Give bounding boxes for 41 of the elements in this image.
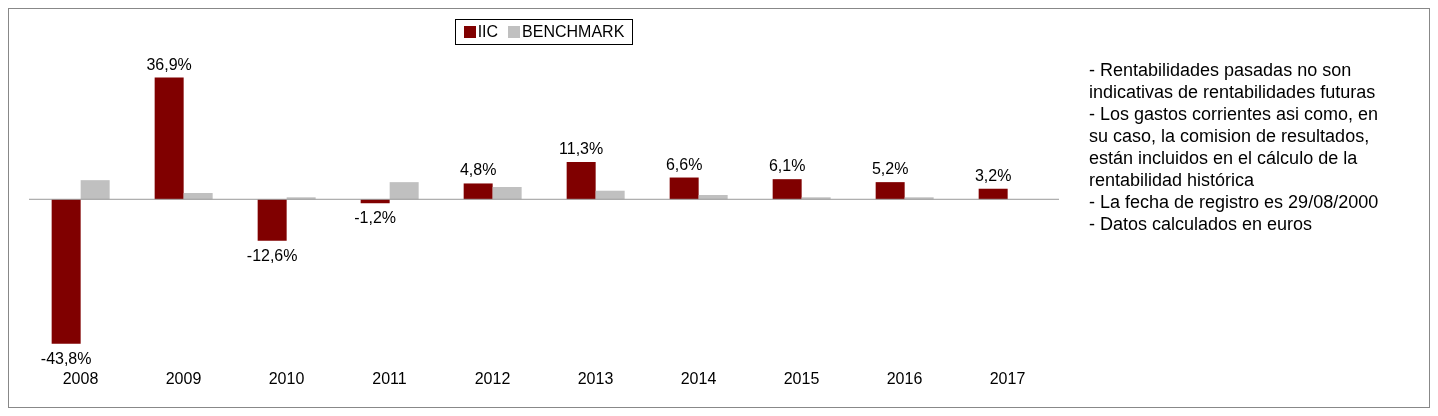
bar [463,183,493,200]
data-label: 3,2% [974,166,1012,184]
x-tick-label: 2014 [680,370,717,388]
data-label: -1,2% [354,209,397,227]
data-label: 6,1% [768,157,806,175]
x-tick-label: 2008 [62,370,99,388]
bar [389,182,419,200]
text: - Datos calculados en euros [1089,213,1314,235]
bar [772,179,802,200]
data-label: 5,2% [871,160,909,178]
bar [669,177,699,200]
data-label: 6,6% [665,155,703,173]
x-tick-label: 2012 [474,370,511,388]
data-label: -43,8% [40,349,92,367]
x-tick-label: 2011 [372,370,407,388]
x-tick-label: 2015 [783,370,820,388]
text: - La fecha de registro es 29/08/2000 [1089,191,1380,213]
data-label: 11,3% [559,140,604,158]
legend-label: IIC [476,23,499,41]
bar [698,195,728,200]
data-label: -12,6% [246,246,298,264]
bar [566,162,596,200]
data-label: 4,8% [459,161,497,179]
bar [183,193,213,200]
x-tick-label: 2010 [268,370,305,388]
bar [51,199,81,344]
x-tick-label: 2009 [165,370,202,388]
bar [978,188,1008,200]
bar [257,199,287,241]
text: - Los gastos corrientes asi como, en su caso, la comision de resultados, están incluidos en el cálculo de la rentabilidad histórica [1089,103,1380,191]
x-tick-label: 2017 [989,370,1026,388]
legend-label: BENCHMARK [521,23,625,41]
data-label: 36,9% [146,55,192,73]
bar [492,187,522,200]
bar [595,190,625,200]
text: - Rentabilidades pasadas no son indicativas de rentabilidades futuras [1089,59,1377,103]
x-tick-label: 2016 [886,370,923,388]
bar [80,180,110,200]
bar [154,77,184,200]
bar [875,182,905,200]
x-tick-label: 2013 [577,370,614,388]
